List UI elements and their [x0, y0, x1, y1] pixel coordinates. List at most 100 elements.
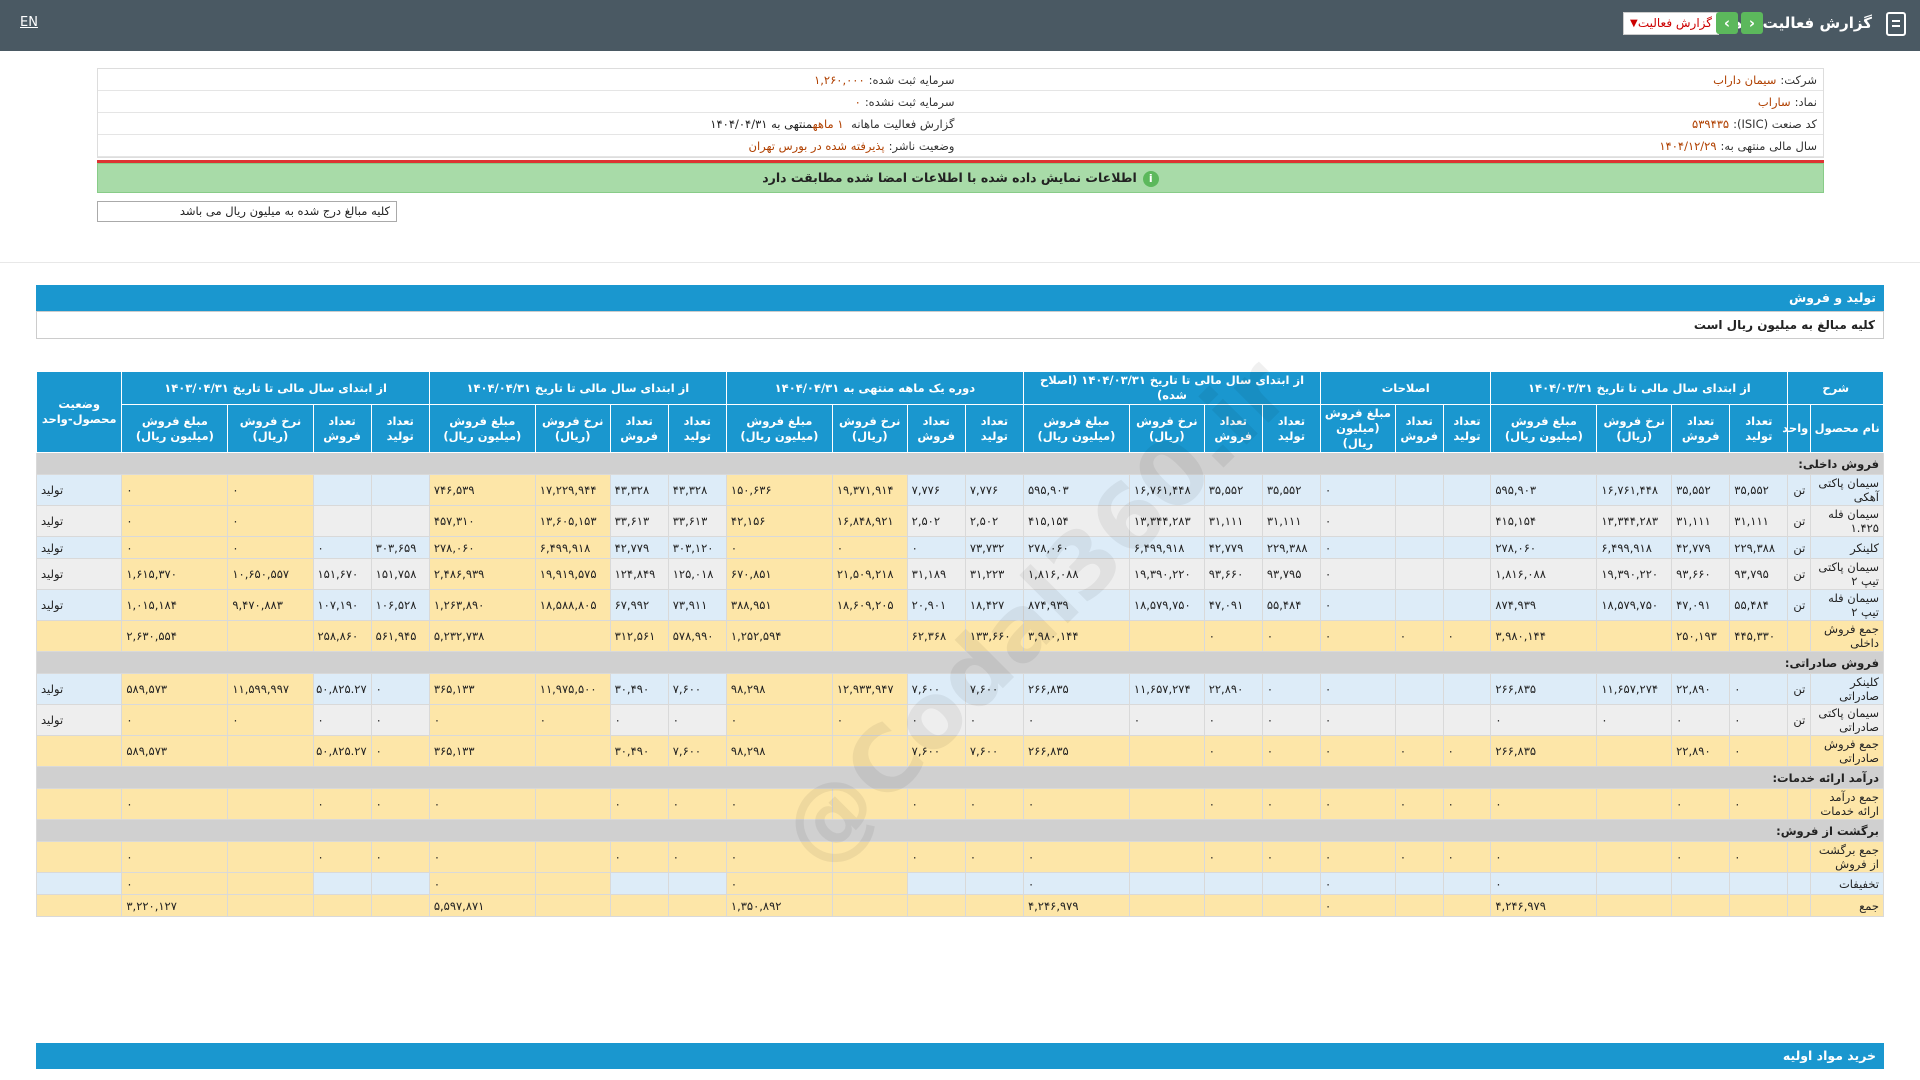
prev-arrow-icon[interactable]: ‹	[1716, 12, 1738, 34]
table-cell	[1394, 673, 1444, 705]
group-header: دوره یک ماهه منتهی به ۱۴۰۴/۰۴/۳۱	[725, 371, 1024, 405]
table-cell: ۰	[1320, 589, 1396, 621]
table-cell: تن	[1787, 589, 1812, 621]
table-cell: ۹۳,۶۶۰	[1203, 558, 1263, 590]
table-cell: ۵۵,۴۸۴	[1729, 589, 1789, 621]
table-row: جمع درآمد ارائه خدمات ۰ ۰ ۰ ۰ ۰ ۰ ۰ ۰ ۰ ۰ ۰ ۰ ۰ ۰ ۰ ۰ ۰ ۰	[35, 788, 1884, 820]
table-cell: ۰	[964, 788, 1024, 820]
table-cell: ۰	[725, 841, 833, 873]
column-header: نرخ فروش (ریال)	[1596, 404, 1673, 453]
table-cell: ۰	[831, 704, 908, 736]
table-cell	[1787, 872, 1812, 895]
table-cell: ۴۳,۳۲۸	[609, 474, 669, 506]
table-cell: ۰	[906, 536, 966, 559]
table-cell: ۰	[1729, 841, 1789, 873]
table-cell: ۳۱,۲۲۳	[964, 558, 1024, 590]
table-cell	[35, 788, 123, 820]
column-header: تعداد تولید	[370, 404, 430, 453]
table-cell: ۰	[725, 536, 833, 559]
table-cell: ۳,۲۲۰,۱۲۷	[121, 894, 229, 917]
table-cell	[1787, 620, 1812, 652]
group-header: از ابتدای سال مالی تا تاریخ ۱۴۰۴/۰۳/۳۱ (…	[1022, 371, 1322, 405]
table-cell: ۱۶,۷۶۱,۴۴۸	[1128, 474, 1205, 506]
table-cell: ۶,۴۹۹,۹۱۸	[534, 536, 611, 559]
table-cell: ۰	[1320, 620, 1396, 652]
table-cell	[1203, 894, 1263, 917]
table-cell: ۲۷۸,۰۶۰	[428, 536, 536, 559]
isic-label: کد صنعت (ISIC):	[1733, 117, 1817, 131]
column-header: تعداد فروش	[1394, 404, 1444, 453]
product-name: سیمان پاکتی آهکی	[1810, 474, 1884, 506]
table-cell: ۵۵,۴۸۴	[1261, 589, 1322, 621]
table-cell: ۰	[227, 704, 314, 736]
table-cell: ۰	[1203, 735, 1263, 767]
table-cell: ۲۱,۵۰۹,۲۱۸	[831, 558, 908, 590]
group-header: از ابتدای سال مالی تا تاریخ ۱۴۰۴/۰۳/۳۱	[1490, 371, 1789, 405]
table-cell: تولید	[35, 505, 123, 537]
table-cell: ۲۲۹,۳۸۸	[1729, 536, 1789, 559]
table-cell: تولید	[35, 474, 123, 506]
company-value[interactable]: سیمان داراب	[1713, 73, 1777, 87]
table-cell: ۱۳,۶۰۵,۱۵۳	[534, 505, 611, 537]
table-cell: ۰	[1490, 788, 1598, 820]
table-cell: ۰	[1203, 841, 1263, 873]
report-type-select[interactable]: گزارش فعالیت ▼	[1623, 12, 1719, 35]
table-row: سیمان پاکتی تیپ ۲ تن ۹۳,۷۹۵ ۹۳,۶۶۰ ۱۹,۳۹۰,۲۲…	[35, 558, 1884, 590]
table-cell: ۶,۴۹۹,۹۱۸	[1128, 536, 1205, 559]
column-header: تعداد فروش	[906, 404, 966, 453]
table-cell: ۱,۶۱۵,۳۷۰	[121, 558, 229, 590]
table-cell: ۳۱,۱۸۹	[906, 558, 966, 590]
table-cell: ۱۵۱,۷۵۸	[370, 558, 430, 590]
table-cell	[1128, 620, 1205, 652]
table-cell: ۰	[534, 704, 611, 736]
table-cell	[227, 620, 314, 652]
publisher-status-value: پذیرفته شده در بورس تهران	[748, 139, 885, 153]
table-cell: ۲۷۸,۰۶۰	[1022, 536, 1130, 559]
table-cell: ۵۹۵,۹۰۳	[1022, 474, 1130, 506]
notice-text: اطلاعات نمایش داده شده با اطلاعات امضا ش…	[762, 170, 1137, 185]
table-cell	[1128, 841, 1205, 873]
column-header: نرخ فروش (ریال)	[831, 404, 908, 453]
table-cell: ۰	[1320, 788, 1396, 820]
table-cell: ۱,۲۵۲,۵۹۴	[725, 620, 833, 652]
table-cell	[1442, 505, 1492, 537]
table-cell: ۱۰۶,۵۲۸	[370, 589, 430, 621]
table-cell	[1442, 589, 1492, 621]
table-cell	[667, 894, 727, 917]
table-cell: ۰	[1394, 735, 1444, 767]
table-cell: ۰	[964, 841, 1024, 873]
symbol-label: نماد:	[1794, 95, 1817, 109]
table-cell: تولید	[35, 536, 123, 559]
product-name: جمع درآمد ارائه خدمات	[1810, 788, 1884, 820]
table-cell: تن	[1787, 474, 1812, 506]
table-cell: ۰	[1022, 788, 1130, 820]
table-cell: ۳۵,۵۵۲	[1729, 474, 1789, 506]
table-cell: ۰	[121, 505, 229, 537]
table-cell	[1596, 788, 1673, 820]
table-cell	[227, 872, 314, 895]
table-cell: ۹,۴۷۰,۸۸۳	[227, 589, 314, 621]
language-link[interactable]: EN	[20, 15, 38, 30]
table-cell: ۷,۶۰۰	[906, 735, 966, 767]
table-cell	[1442, 474, 1492, 506]
table-cell: ۰	[1022, 872, 1130, 895]
table-cell: ۰	[964, 704, 1024, 736]
table-cell	[1442, 704, 1492, 736]
table-cell: ۳۳,۶۱۳	[667, 505, 727, 537]
table-cell: ۳۵,۵۵۲	[1203, 474, 1263, 506]
table-cell	[1128, 788, 1205, 820]
table-cell: ۳۱,۱۱۱	[1203, 505, 1263, 537]
table-cell: ۰	[725, 788, 833, 820]
table-cell	[312, 474, 372, 506]
table-cell: ۱۳,۳۴۴,۲۸۳	[1128, 505, 1205, 537]
next-arrow-icon[interactable]: ›	[1741, 12, 1763, 34]
table-cell: ۰	[370, 841, 430, 873]
column-header: مبلغ فروش (میلیون ریال)	[725, 404, 833, 453]
column-header: مبلغ فروش (میلیون ریال)	[428, 404, 536, 453]
table-cell: ۰	[1442, 841, 1492, 873]
table-cell: ۰	[1203, 788, 1263, 820]
symbol-value[interactable]: ساراب	[1757, 95, 1791, 109]
table-cell: ۰	[831, 536, 908, 559]
table-cell: ۰	[1320, 505, 1396, 537]
table-row: تخفیفات ۰ ۰ ۰ ۰ ۰ ۰	[35, 872, 1884, 895]
